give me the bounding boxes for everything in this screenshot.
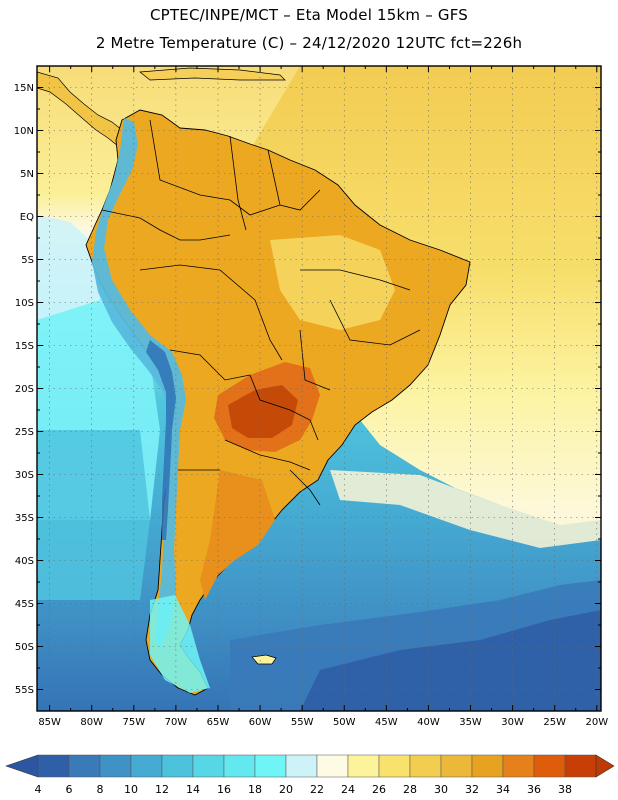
lat-label: 55S [15, 685, 34, 696]
andes-peaks [146, 340, 176, 540]
pacific-pale-band [37, 215, 100, 320]
colorbar-label: 20 [279, 783, 293, 796]
lon-label: 85W [38, 717, 61, 728]
colorbar-swatch [285, 754, 318, 778]
colorbar-label: 22 [310, 783, 324, 796]
lon-label: 30W [501, 717, 524, 728]
lon-label: 55W [291, 717, 314, 728]
country-borders [101, 119, 421, 506]
colorbar-label: 30 [434, 783, 448, 796]
colorbar-swatch [223, 754, 256, 778]
latitude-axis: 15N 10N 5N EQ 5S 10S 15S 20S 25S 30S 35S 40S 45S 50S 5… [14, 83, 601, 696]
colorbar-swatch [502, 754, 535, 778]
colorbar-swatch [564, 754, 597, 778]
colorbar-swatch [316, 754, 349, 778]
lon-label: 25W [543, 717, 566, 728]
colorbar-label: 6 [66, 783, 73, 796]
colorbar-swatch [347, 754, 380, 778]
colorbar-swatch [192, 754, 225, 778]
colorbar-label: 26 [372, 783, 386, 796]
colorbar-swatch [378, 754, 411, 778]
patagonia-cool [150, 595, 210, 693]
colorbar-swatch [99, 754, 132, 778]
lon-label: 80W [80, 717, 103, 728]
lon-label: 20W [585, 717, 608, 728]
colorbar-swatch [533, 754, 566, 778]
colorbar-swatch [130, 754, 163, 778]
lon-label: 35W [459, 717, 482, 728]
colorbar-label: 4 [35, 783, 42, 796]
colorbar-swatch [68, 754, 101, 778]
colorbar-label: 18 [248, 783, 262, 796]
colorbar-label: 32 [465, 783, 479, 796]
colorbar-high-arrow [595, 754, 615, 778]
lat-label: 30S [15, 470, 34, 481]
lon-label: 65W [207, 717, 230, 728]
colorbar-swatch [254, 754, 287, 778]
lat-label: 10N [14, 126, 34, 137]
colorbar-swatch [37, 754, 70, 778]
temperature-colorbar: 4 6 8 10 12 14 16 18 20 22 24 26 28 30 32 34 36 38 [5, 754, 615, 796]
lat-label: 5N [20, 169, 34, 180]
colorbar-label: 12 [155, 783, 169, 796]
map-figure: 15N 10N 5N EQ 5S 10S 15S 20S 25S 30S 35S 40S 45S 50S 5… [14, 65, 608, 728]
argentina-warm-zone [200, 470, 275, 600]
colorbar-label: 36 [527, 783, 541, 796]
longitude-axis: 85W 80W 75W 70W 65W 60W 55W 50W 45W 40W 35W 30W 25W 2… [38, 66, 608, 728]
colorbar-low-arrow [5, 754, 39, 778]
colorbar-swatch [161, 754, 194, 778]
map-subtitle: 2 Metre Temperature (C) – 24/12/2020 12U… [95, 34, 523, 52]
lat-label: 25S [15, 427, 34, 438]
pacific-mid [37, 430, 150, 600]
colorbar-label: 28 [403, 783, 417, 796]
lat-label: 15N [14, 83, 34, 94]
lat-label: 5S [21, 255, 34, 266]
atlantic-pale-band [330, 470, 601, 548]
colorbar-label: 16 [217, 783, 231, 796]
lat-label: 45S [15, 599, 34, 610]
lat-label: 15S [15, 341, 34, 352]
falkland-islands [251, 654, 277, 665]
graticule [37, 66, 601, 711]
heat-max-zone [228, 385, 298, 438]
colorbar-label: 38 [558, 783, 572, 796]
lat-label: 20S [15, 384, 34, 395]
lon-label: 60W [249, 717, 272, 728]
lat-label: 50S [15, 642, 34, 653]
colorbar-label: 24 [341, 783, 355, 796]
brazil-highlands [270, 235, 395, 330]
lat-label: 10S [15, 298, 34, 309]
colorbar-swatch [471, 754, 504, 778]
colorbar-label: 8 [97, 783, 104, 796]
colorbar-label: 10 [124, 783, 138, 796]
lat-label: 40S [15, 556, 34, 567]
lon-label: 70W [165, 717, 188, 728]
lon-label: 45W [375, 717, 398, 728]
map-title: CPTEC/INPE/MCT – Eta Model 15km – GFS [150, 6, 468, 24]
colorbar-swatch [440, 754, 473, 778]
lon-label: 75W [122, 717, 145, 728]
south-atlantic-coldest [300, 610, 601, 711]
colorbar-swatch [409, 754, 442, 778]
colorbar-label: 14 [186, 783, 200, 796]
lat-label: EQ [20, 212, 34, 223]
colorbar-label: 34 [496, 783, 510, 796]
lon-label: 40W [417, 717, 440, 728]
lon-label: 50W [333, 717, 356, 728]
lat-label: 35S [15, 513, 34, 524]
